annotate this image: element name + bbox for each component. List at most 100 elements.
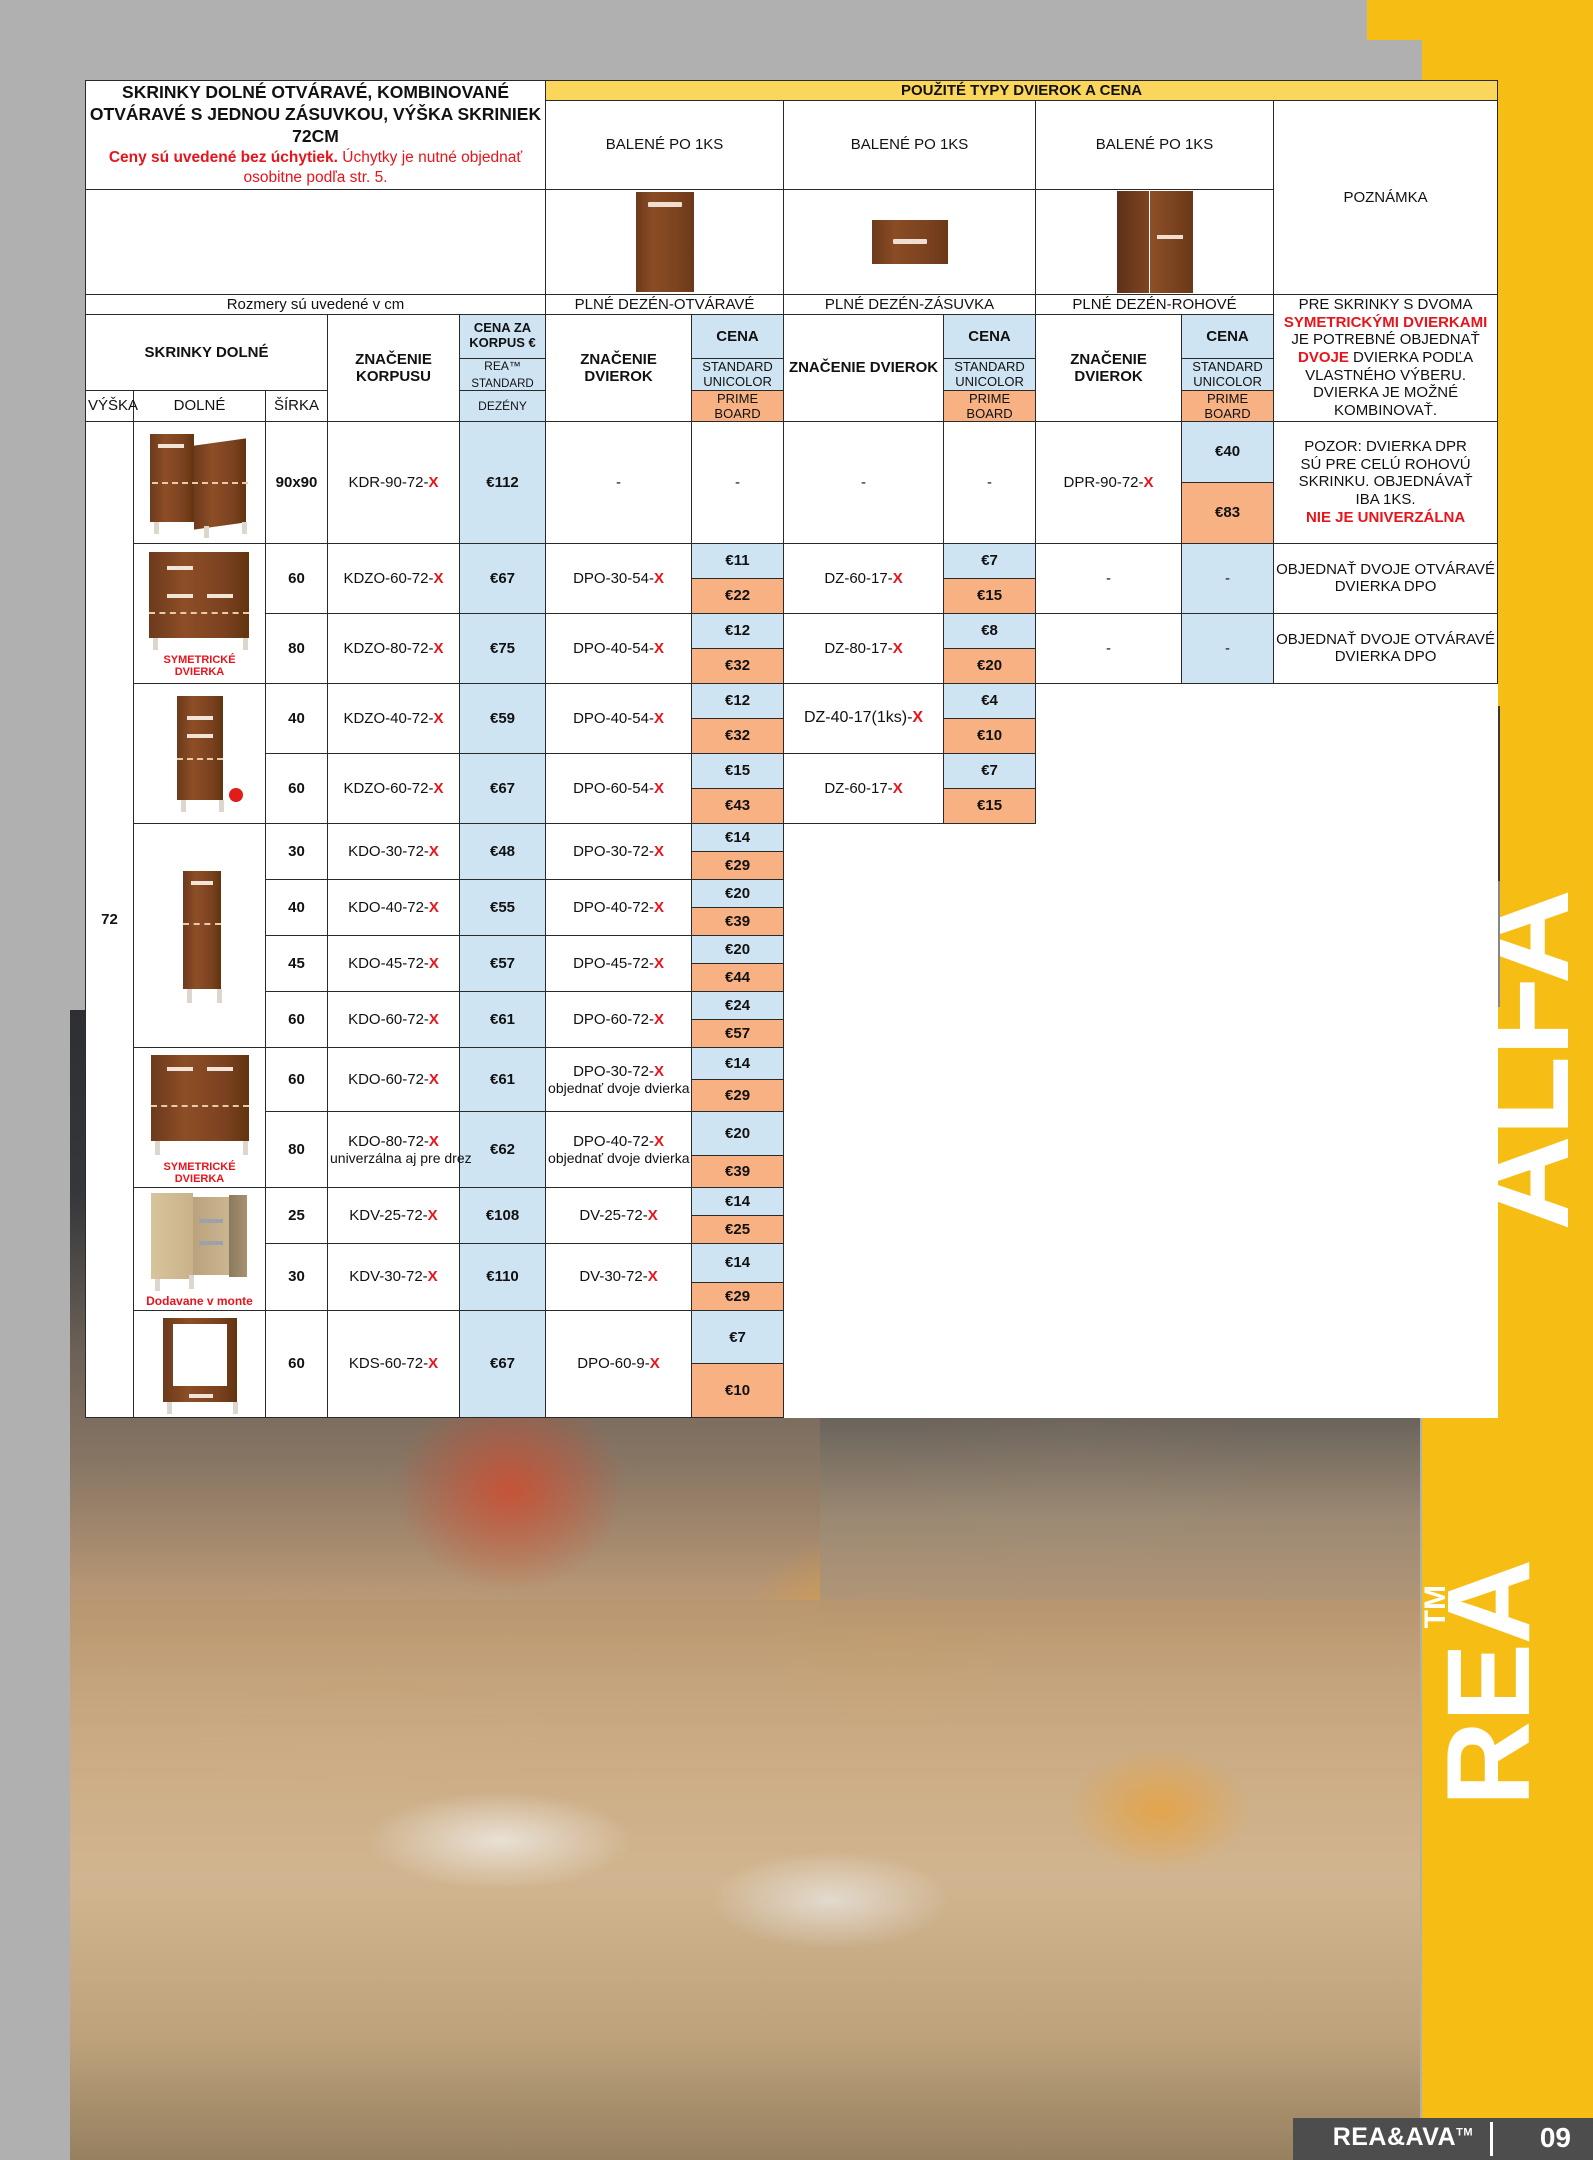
cell-cena1-prime: €43: [691, 787, 785, 824]
cell-cena2-prime: €15: [943, 577, 1037, 614]
table-row-cont: €39: [86, 906, 1498, 936]
cell-korpus-code-text: KDR-90-72-: [348, 473, 429, 491]
cell-dvierka-1-main: DPO-30-72-X: [548, 1063, 689, 1080]
cell-cena1-std: €11: [691, 542, 785, 579]
cell-cena-korpus: €75: [458, 612, 547, 684]
cell-dvierka-1: DPO-40-54-X: [545, 682, 693, 754]
sym-l1: SYMETRICKÉ: [163, 653, 236, 666]
cell-dvierka-1: DPO-60-72-X: [545, 990, 693, 1048]
table-row-cont: €83: [86, 481, 1498, 544]
cell-cena1-std: €14: [691, 1046, 785, 1080]
row-thumb-kds: [133, 1309, 266, 1418]
logo-area-spacer-13: [1036, 1310, 1274, 1417]
sym-l2: DVIERKA: [174, 666, 225, 679]
t: KDO-80-72-: [348, 1132, 429, 1150]
packed-label-3: BALENÉ PO 1KS: [1035, 100, 1275, 190]
table-row[interactable]: SYMETRICKÉ DVIERKA 60 KDO-60-72-X €61 DP…: [86, 1046, 1498, 1189]
door-corner-icon: [1116, 190, 1193, 293]
cell-cena1-prime: €44: [691, 962, 785, 992]
logo-area-spacer-10: [1036, 1188, 1274, 1311]
x: X: [428, 842, 439, 860]
cell-cena2-std: €7: [943, 752, 1037, 789]
title-line-2: OTVÁRAVÉ S JEDNOU ZÁSUVKOU, VÝŠKA SKRINI…: [89, 103, 542, 124]
cell-sirka: 30: [265, 1243, 328, 1311]
cell-sirka: 25: [265, 1187, 328, 1244]
title-line-3: 72CM: [292, 125, 339, 146]
table-row[interactable]: SYMETRICKÉ DVIERKA 60 KDZO-60-72-X €67 D…: [86, 542, 1499, 684]
col-cena3-sub: STANDARD UNICOLOR: [1181, 357, 1275, 391]
table-row[interactable]: 72 90x90 KDR-90-72-X €112 - - - - DPR-90…: [85, 420, 1499, 1418]
cell-korpus-code: KDO-60-72-X: [327, 990, 460, 1048]
table-row[interactable]: 80 KDZO-80-72-X €75 DPO-40-54-X €12 DZ-8…: [86, 612, 1499, 684]
title-price-note: Ceny sú uvedené bez úchytiek. Úchytky je…: [88, 148, 543, 188]
cell-cena-korpus: €48: [458, 822, 547, 880]
cell-korpus-code: KDO-40-72-X: [327, 878, 460, 936]
table-row[interactable]: 60 KDZO-60-72-X €67 DPO-60-54-X €15 DZ-6…: [86, 752, 1498, 824]
table-row[interactable]: 60 KDO-60-72-X €61 DPO-60-72-X €24: [86, 990, 1498, 1048]
cabinet-2drawer-icon: [141, 692, 259, 814]
cell-dvierka-1: DV-25-72-X: [545, 1187, 693, 1244]
t: DPO-45-72-: [573, 954, 654, 972]
cell-korpus-code: KDO-30-72-X: [327, 822, 460, 880]
cell-sirka: 80: [265, 612, 328, 684]
cell-korpus-code: KDO-80-72-X univerzálna aj pre drez: [327, 1110, 472, 1189]
title-spacer: [84, 188, 547, 295]
t: KDZO-60-72-: [343, 569, 434, 587]
cell-dvierka-1-sub: objednať dvoje dvierka: [548, 1079, 690, 1096]
symetricke-dvierka-label-2: SYMETRICKÉ DVIERKA: [136, 1161, 263, 1186]
price-table: SKRINKY DOLNÉ OTVÁRAVÉ, KOMBINOVANÉ OTVÁ…: [84, 80, 1499, 1418]
table-row[interactable]: Dodavane v monte 25 KDV-25-72-X €108 DV-…: [86, 1187, 1498, 1311]
table-row[interactable]: 30 KDO-30-72-X €48 DPO-30-72-X €14: [86, 822, 1498, 1048]
poznamka-header: POZNÁMKA: [1273, 100, 1499, 295]
cabinet-2door-drawer-icon: [141, 548, 259, 652]
logo-area-spacer-8: [1274, 1047, 1498, 1187]
cell-cena-korpus: €67: [458, 752, 547, 824]
x: X: [428, 954, 439, 972]
t: DPO-40-72-: [573, 1132, 654, 1150]
x: X: [433, 639, 444, 657]
t: DPO-60-72-: [573, 1010, 654, 1028]
table-row[interactable]: 40 KDO-40-72-X €55 DPO-40-72-X €20: [86, 878, 1498, 936]
col-cena-3: CENA: [1181, 313, 1275, 359]
table-row[interactable]: 80 KDO-80-72-X univerzálna aj pre drez €…: [86, 1110, 1498, 1189]
t: KDO-60-72-: [348, 1010, 429, 1028]
logo-area-spacer-4: [1036, 823, 1274, 1047]
cell-dvierka-1: DPO-45-72-X: [545, 934, 693, 992]
col-dezeny: DEZÉNY: [458, 389, 547, 422]
dodavane-v-monte-label: Dodavane v monte: [146, 1294, 253, 1308]
cell-dvierka-1-sub: objednať dvoje dvierka: [548, 1149, 690, 1166]
t: DZ-80-17-: [824, 639, 893, 657]
packed-label-1: BALENÉ PO 1KS: [545, 100, 785, 190]
t: KDZO-60-72-: [343, 779, 434, 797]
x: X: [427, 1268, 438, 1286]
col-cena1-sub: STANDARD UNICOLOR: [691, 357, 785, 391]
cell-cena-korpus: €112: [458, 420, 547, 544]
x: X: [428, 1070, 439, 1088]
cell-cena2-prime: €20: [943, 647, 1037, 684]
cell-cena1-std: €20: [691, 1110, 785, 1157]
col-cena1-prime-2: BOARD: [714, 405, 761, 421]
cell-note: OBJEDNAŤ DVOJE OTVÁRAVÉ DVIERKA DPO: [1273, 542, 1499, 614]
x: X: [653, 842, 664, 860]
t: KDO-60-72-: [348, 1070, 429, 1088]
table-row[interactable]: 45 KDO-45-72-X €57 DPO-45-72-X €20: [86, 934, 1498, 992]
t: DPO-40-72-: [573, 898, 654, 916]
cell-korpus-code: KDO-45-72-X: [327, 934, 460, 992]
doors-banner: POUŽITÉ TYPY DVIEROK A CENA: [545, 80, 1499, 101]
cell-dvierka-2: DZ-40-17(1ks)-X: [783, 682, 945, 754]
logo-area-spacer-3: [784, 823, 1036, 1047]
cell-cena1-std: €20: [691, 934, 785, 964]
cell-note: OBJEDNAŤ DVOJE OTVÁRAVÉ DVIERKA DPO: [1273, 612, 1499, 684]
col-sirka: ŠÍRKA: [265, 389, 328, 422]
cell-dvierka-1: DPO-60-9-X: [545, 1309, 693, 1418]
cell-cena1-prime: €22: [691, 577, 785, 614]
cell-korpus-main: KDO-80-72-X: [330, 1133, 457, 1150]
table-row[interactable]: 40 KDZO-40-72-X €59 DPO-40-54-X €12 DZ-4…: [86, 682, 1498, 824]
logo-area-spacer-14: [1274, 1310, 1498, 1417]
table-row[interactable]: 60 KDS-60-72-X €67 DPO-60-9-X €7: [86, 1309, 1498, 1418]
symetricke-dvierka-label-1: SYMETRICKÉ DVIERKA: [136, 654, 263, 679]
x: X: [647, 1268, 658, 1286]
cell-cena1-prime: €29: [691, 1078, 785, 1112]
cell-dvierka-3: -: [1035, 612, 1183, 684]
logo-area-spacer-6: [784, 1047, 1036, 1187]
